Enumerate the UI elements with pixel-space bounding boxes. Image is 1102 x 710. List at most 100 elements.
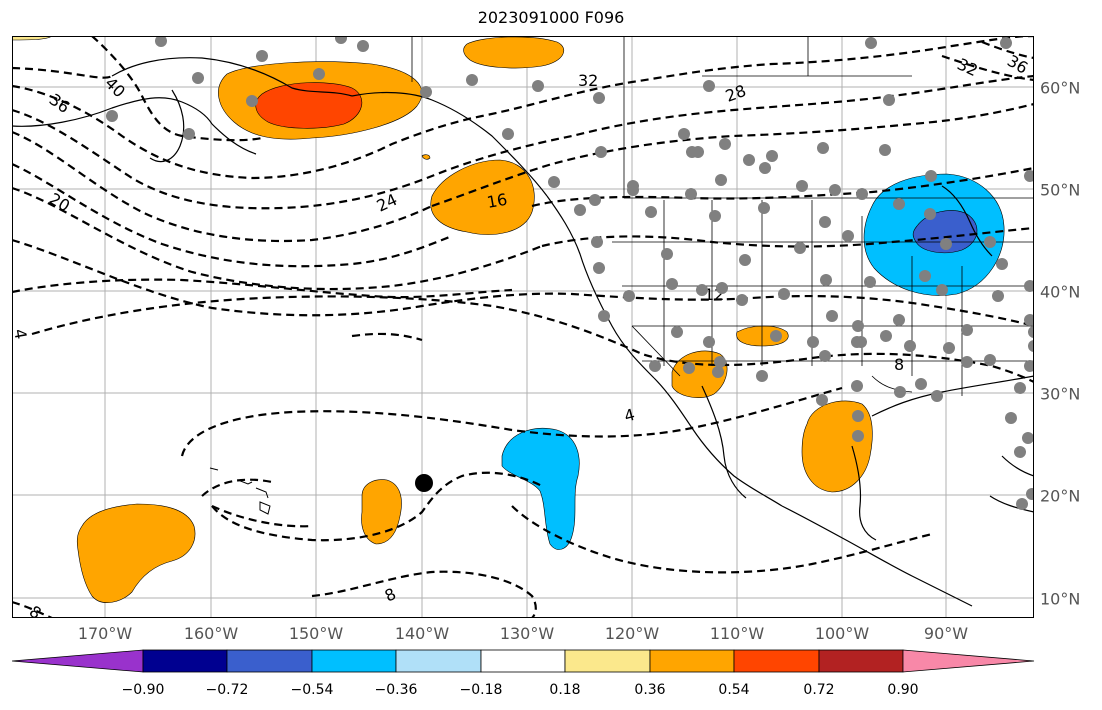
station-marker	[915, 378, 927, 390]
station-marker	[796, 180, 808, 192]
anomaly-alaska-strong	[255, 82, 363, 129]
station-marker	[1005, 412, 1017, 424]
storm-position-marker[interactable]	[415, 474, 433, 492]
anomaly-topleft-sliver	[12, 36, 53, 41]
station-marker	[936, 284, 948, 296]
colorbar-tick-label: −0.72	[205, 682, 249, 698]
station-marker	[335, 36, 347, 44]
station-marker	[623, 290, 635, 302]
station-marker	[715, 174, 727, 186]
station-marker	[1000, 37, 1012, 49]
lat-label-40n: 40°N	[1040, 282, 1081, 302]
contour-lines	[12, 36, 1034, 618]
colorbar-cell	[902, 649, 1035, 673]
station-marker	[591, 236, 603, 248]
station-marker	[943, 342, 955, 354]
lon-label-110w: 110°W	[709, 624, 765, 643]
anomaly-bc-sliver	[421, 154, 431, 160]
lon-label-160w: 160°W	[183, 624, 239, 643]
station-marker	[919, 270, 931, 282]
lon-label-100w: 100°W	[814, 624, 870, 643]
station-marker	[880, 330, 892, 342]
station-marker	[1016, 498, 1028, 510]
station-marker	[842, 230, 854, 242]
colorbar-tick-label: −0.36	[374, 682, 418, 698]
station-marker	[246, 95, 258, 107]
station-marker	[758, 202, 770, 214]
station-marker	[357, 40, 369, 52]
anomaly-northpacific-positive	[463, 36, 565, 69]
lon-label-170w: 170°W	[77, 624, 133, 643]
station-marker	[502, 128, 514, 140]
colorbar-cell	[311, 649, 397, 673]
station-marker	[683, 362, 695, 374]
station-marker	[466, 74, 478, 86]
anomaly-hawaii-west-positive	[76, 503, 196, 603]
station-marker	[893, 198, 905, 210]
contour-label-4-west: 4	[12, 327, 31, 340]
gridlines	[12, 36, 1034, 618]
colorbar-tick-label: 0.90	[887, 682, 919, 698]
station-marker	[829, 184, 841, 196]
station-marker	[627, 184, 639, 196]
station-marker	[1028, 326, 1034, 338]
contour-label-36: 36	[46, 90, 74, 117]
station-marker	[155, 36, 167, 47]
station-marker	[883, 94, 895, 106]
contour-label-16: 16	[485, 190, 508, 212]
station-marker	[984, 354, 996, 366]
station-marker	[714, 356, 726, 368]
colorbar-cells	[11, 649, 1035, 673]
colorbar-cell	[142, 649, 228, 673]
station-marker	[893, 314, 905, 326]
hawaii-islands	[209, 467, 271, 515]
contour-label-28: 28	[723, 81, 749, 106]
map-area[interactable]: 40 36 32 32 28 24 20 16 12 8 8 8 4 4 36	[12, 36, 1034, 618]
station-marker	[756, 370, 768, 382]
station-marker	[894, 386, 906, 398]
lon-label-90w: 90°W	[923, 624, 969, 643]
station-marker	[940, 238, 952, 250]
station-marker	[984, 236, 996, 248]
station-markers	[106, 36, 1034, 510]
colorbar-cell	[395, 649, 482, 673]
lon-label-130w: 130°W	[499, 624, 555, 643]
station-marker	[852, 320, 864, 332]
station-marker	[696, 284, 708, 296]
station-marker	[819, 350, 831, 362]
station-marker	[661, 248, 673, 260]
station-marker	[931, 390, 943, 402]
station-marker	[719, 138, 731, 150]
station-marker	[313, 68, 325, 80]
colorbar-cell	[226, 649, 313, 673]
lon-label-140w: 140°W	[394, 624, 450, 643]
station-marker	[593, 92, 605, 104]
station-marker	[709, 210, 721, 222]
station-marker	[183, 128, 195, 140]
station-marker	[598, 310, 610, 322]
station-marker	[686, 146, 698, 158]
colorbar-cell	[818, 649, 904, 673]
lat-label-20n: 20°N	[1040, 486, 1081, 506]
station-marker	[778, 288, 790, 300]
station-marker	[574, 204, 586, 216]
station-marker	[904, 340, 916, 352]
colorbar-tick-label: 0.72	[803, 682, 835, 698]
station-marker	[992, 290, 1004, 302]
anomaly-shading	[12, 36, 1005, 603]
lat-label-50n: 50°N	[1040, 180, 1081, 200]
station-marker	[807, 336, 819, 348]
station-marker	[645, 206, 657, 218]
lon-label-150w: 150°W	[288, 624, 344, 643]
contour-label-36-corner: 36	[1004, 51, 1031, 78]
station-marker	[852, 430, 864, 442]
colorbar-cell	[649, 649, 735, 673]
station-marker	[924, 208, 936, 220]
station-marker	[819, 216, 831, 228]
station-marker	[595, 146, 607, 158]
anomaly-hawaii-east-positive	[361, 479, 402, 545]
station-marker	[703, 336, 715, 348]
colorbar-tick-label: 0.54	[718, 682, 750, 698]
station-marker	[856, 188, 868, 200]
station-marker	[865, 37, 877, 49]
